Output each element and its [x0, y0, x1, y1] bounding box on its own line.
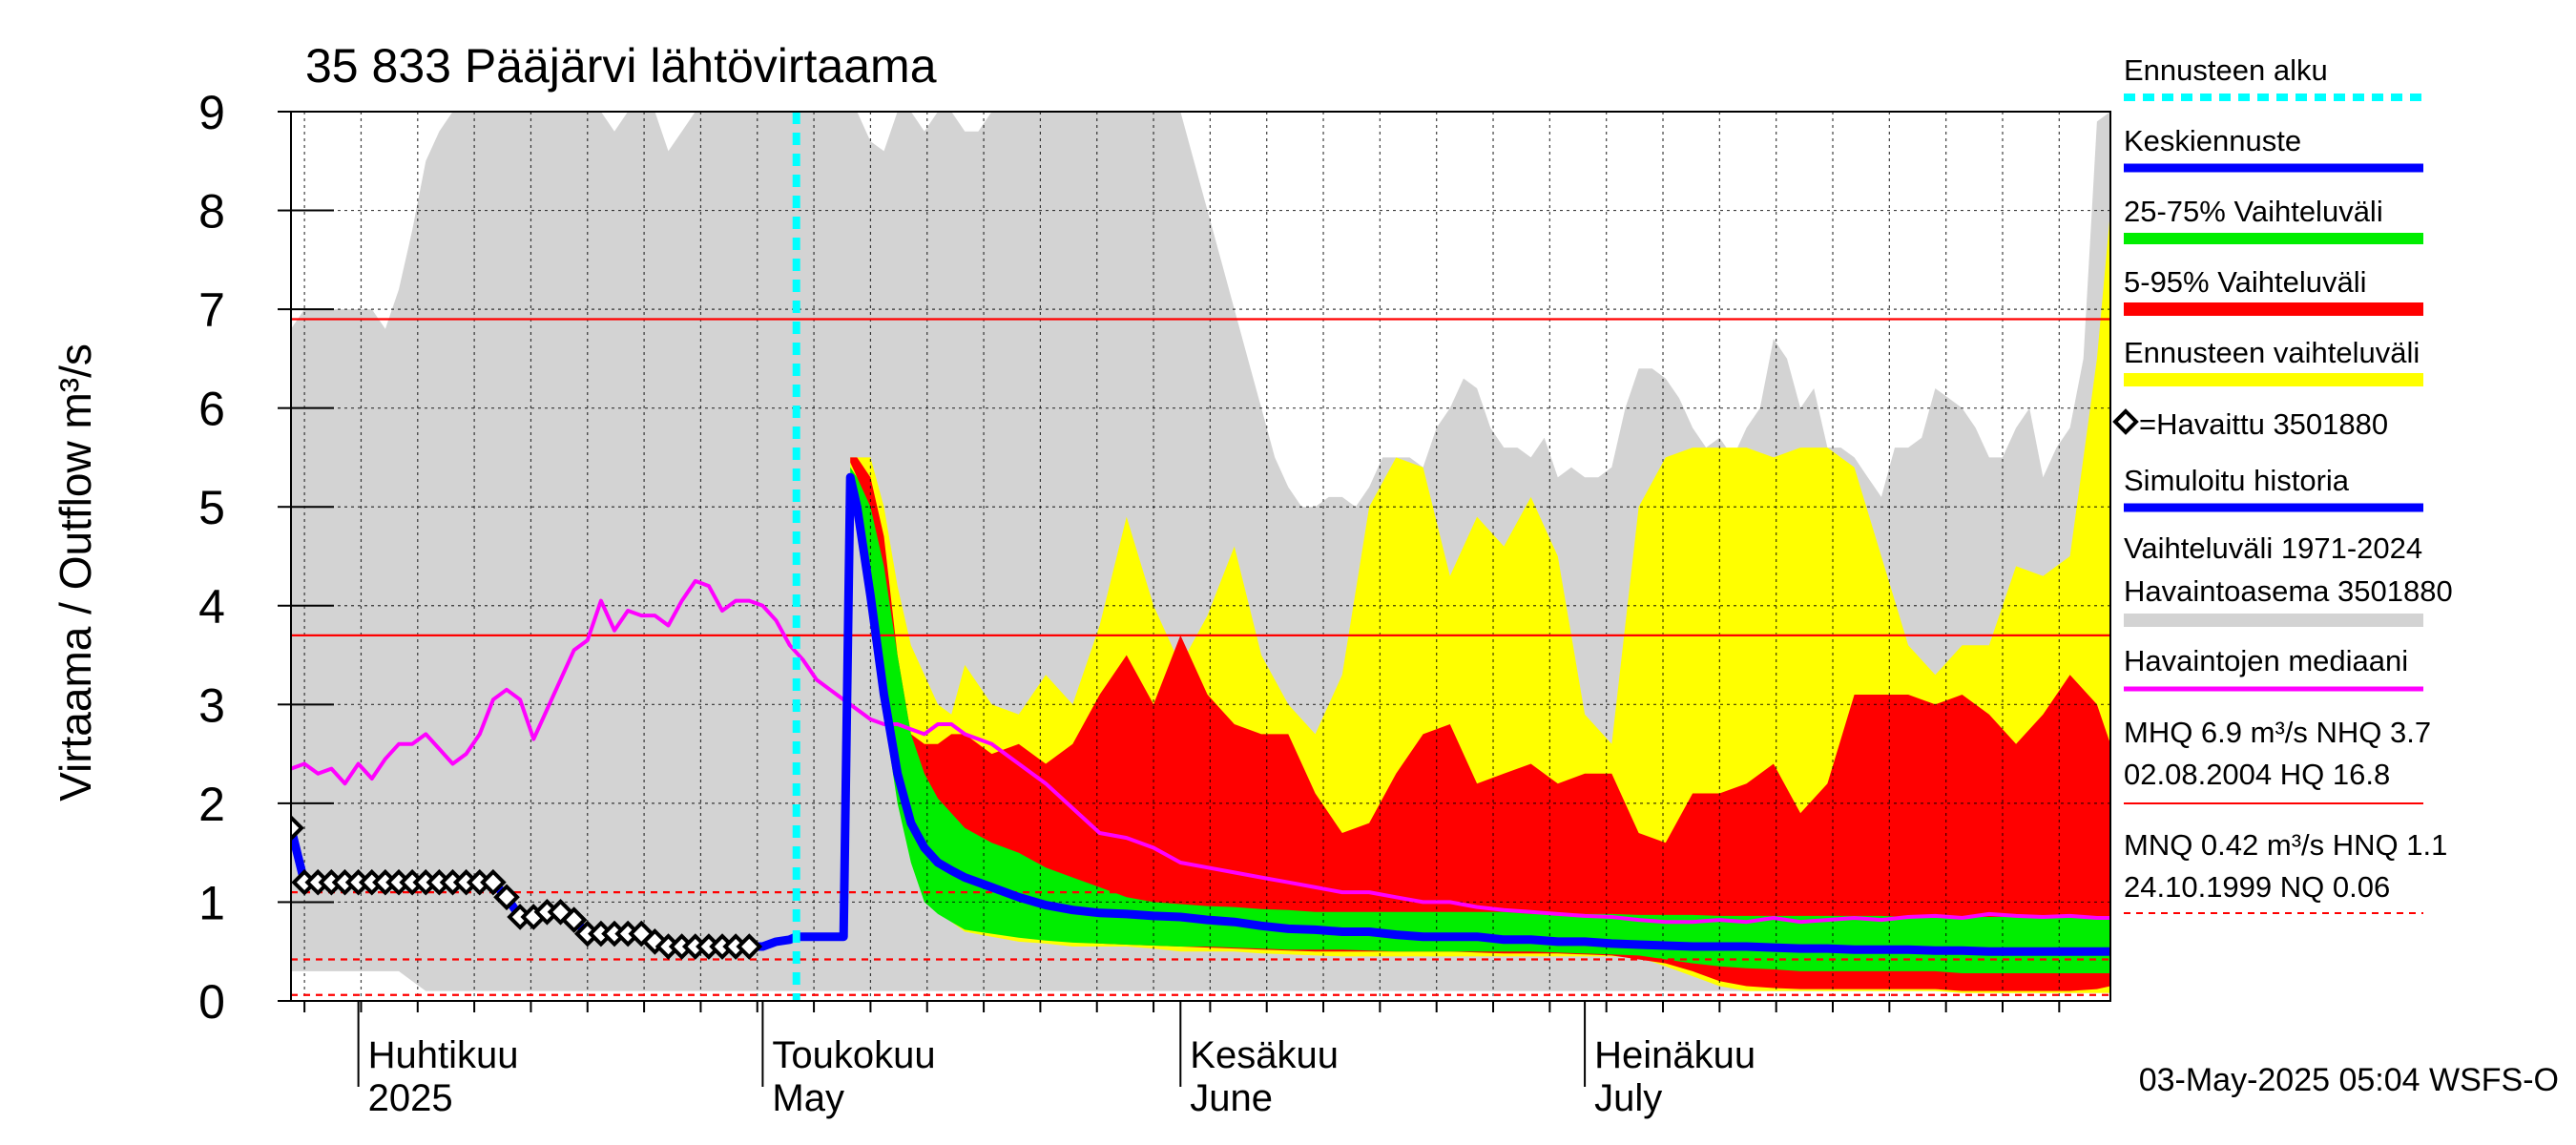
legend-label: Vaihteluväli 1971-2024: [2124, 531, 2422, 565]
chart-title: 35 833 Pääjärvi lähtövirtaama: [305, 39, 937, 93]
month-label-en: June: [1190, 1077, 1273, 1119]
band-layer: [291, 112, 2110, 993]
month-label-fi: Toukokuu: [772, 1034, 935, 1076]
legend-label-2: 02.08.2004 HQ 16.8: [2124, 758, 2390, 791]
legend-label-2: Havaintoasema 3501880: [2124, 574, 2453, 608]
median-line: [291, 578, 2110, 925]
observation-marker: [493, 884, 520, 911]
observation-marker: [641, 928, 669, 955]
forecast-5-95-band: [850, 457, 2110, 991]
legend-label: 25-75% Vaihteluväli: [2124, 195, 2383, 228]
legend-label: Keskiennuste: [2124, 124, 2301, 157]
y-tick-label: 3: [198, 678, 225, 732]
grid: [291, 112, 2110, 1001]
y-tick-label: 4: [198, 580, 225, 634]
y-tick-label: 5: [198, 481, 225, 534]
footer-timestamp: 03-May-2025 05:04 WSFS-O: [2139, 1062, 2559, 1098]
y-tick-label: 8: [198, 185, 225, 239]
y-axis-label: Virtaama / Outflow m³/s: [51, 344, 100, 802]
observation-marker: [480, 868, 507, 896]
month-label-en: May: [772, 1077, 844, 1119]
legend-label-2: 24.10.1999 NQ 0.06: [2124, 870, 2390, 904]
month-label-fi: Heinäkuu: [1594, 1034, 1755, 1076]
legend-label: Simuloitu historia: [2124, 464, 2350, 497]
month-label-fi: Huhtikuu: [368, 1034, 519, 1076]
plot-frame: [290, 111, 2111, 1002]
plot-area: [291, 112, 2110, 1001]
legend-label: Havaintojen mediaani: [2124, 644, 2408, 677]
legend-label: MHQ 6.9 m³/s NHQ 3.7: [2124, 716, 2431, 749]
month-label-en: 2025: [368, 1077, 453, 1119]
legend-marker: [2112, 408, 2139, 435]
legend: Ennusteen alku Keskiennuste 25-75% Vaihtel…: [2112, 53, 2453, 914]
legend-label: 5-95% Vaihteluväli: [2124, 265, 2366, 299]
reference-lines: [291, 318, 2110, 996]
legend-label: MNQ 0.42 m³/s HNQ 1.1: [2124, 828, 2447, 862]
y-tick-label: 1: [198, 876, 225, 929]
y-tick-label: 0: [198, 975, 225, 1029]
legend-label: =Havaittu 3501880: [2139, 407, 2388, 441]
y-tick-label: 9: [198, 86, 225, 139]
legend-label: Ennusteen vaihteluväli: [2124, 336, 2420, 369]
legend-label: Ennusteen alku: [2124, 53, 2328, 87]
series-layer: [291, 112, 2110, 1001]
forecast-25-75-band: [850, 467, 2110, 973]
y-tick-label: 6: [198, 383, 225, 436]
observation-marker: [291, 814, 304, 842]
month-label-fi: Kesäkuu: [1190, 1034, 1339, 1076]
y-tick-label: 7: [198, 283, 225, 337]
month-label-en: July: [1594, 1077, 1662, 1119]
observation-marker: [560, 906, 588, 933]
observation-marker: [736, 933, 763, 960]
y-tick-label: 2: [198, 778, 225, 831]
